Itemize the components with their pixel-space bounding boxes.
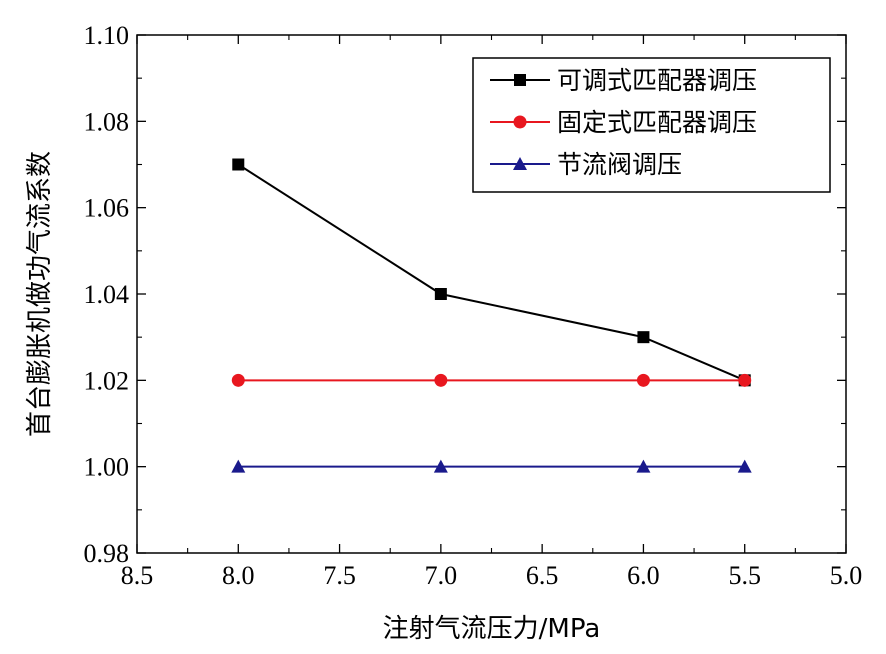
legend-entry-label: 可调式匹配器调压 [557,66,757,95]
legend-entry-label: 节流阀调压 [557,150,682,179]
y-tick-label: 0.98 [84,539,130,568]
y-tick-label: 1.04 [84,280,130,309]
data-point [738,373,752,387]
data-point [737,459,752,473]
y-axis-label: 首台膨胀机做功气流系数 [25,151,55,437]
y-tick-label: 1.06 [84,194,130,223]
x-tick-label: 7.0 [425,561,458,590]
x-tick-label: 5.5 [728,561,761,590]
x-tick-label: 8.0 [222,561,255,590]
y-tick-label: 1.10 [84,21,130,50]
x-tick-label: 5.0 [830,561,863,590]
data-point [433,459,448,473]
data-point [231,373,245,387]
data-point [636,373,650,387]
series-line [237,163,746,382]
x-tick-label: 6.0 [627,561,660,590]
legend-marker [513,115,527,129]
data-point [434,288,447,300]
series-group [231,158,752,473]
series-2 [231,373,752,387]
data-point [232,158,245,171]
x-tick-label: 8.5 [121,561,154,590]
ticks: 8.5 8.0 7.5 7.0 6.5 6.0 5.5 5.0 0.98 1.00 1.02 1.04… [84,21,863,590]
legend-entry-label: 固定式匹配器调压 [557,108,757,137]
legend-marker [514,74,526,86]
y-tick-label: 1.08 [84,107,130,136]
x-axis-label: 注射气流压力/MPa [383,614,601,644]
y-tick-label: 1.02 [84,366,130,395]
legend-marker [513,157,527,170]
x-tick-label: 6.5 [526,561,559,590]
data-point [637,331,650,344]
series-3 [231,459,752,473]
data-point [434,373,448,387]
y-tick-label: 1.00 [84,453,130,482]
data-point [636,459,651,473]
data-point [231,459,246,473]
x-tick-label: 7.5 [323,561,356,590]
